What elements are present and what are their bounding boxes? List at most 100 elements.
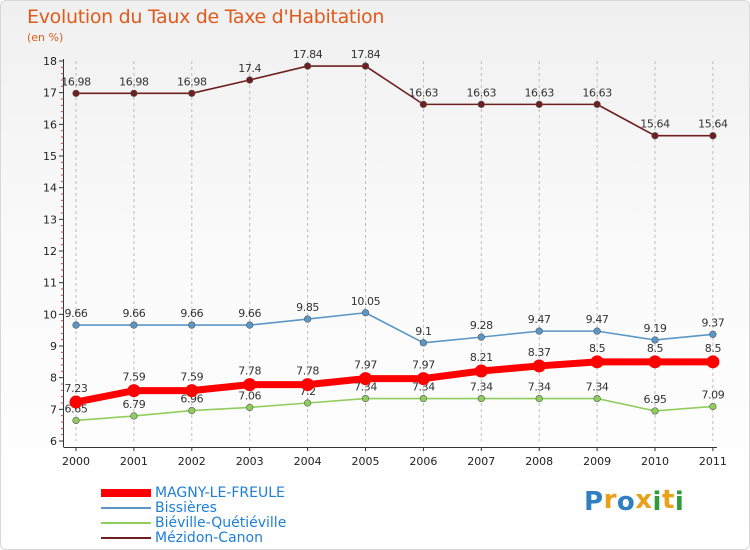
data-point-bieville-quetieville-2001 (130, 412, 138, 420)
y-tick-label-18: 18 (43, 55, 57, 68)
x-tick-label-2000: 2000 (62, 455, 90, 468)
y-tick-label-15: 15 (43, 150, 57, 163)
data-label-bissieres-2009: 9.47 (586, 313, 609, 326)
legend-item-magny-le-freule: MAGNY-LE-FREULE (101, 485, 361, 501)
data-label-bissieres-2003: 9.66 (238, 307, 261, 320)
x-tick-label-2003: 2003 (236, 455, 264, 468)
data-label-bissieres-2010: 9.19 (644, 322, 667, 335)
data-label-magny-le-freule-2010: 8.5 (647, 342, 664, 355)
data-label-magny-le-freule-2002: 7.59 (180, 371, 203, 384)
data-label-mezidon-canon-2008: 16.63 (524, 86, 554, 99)
data-point-mezidon-canon-2006 (419, 100, 428, 108)
data-label-mezidon-canon-2000: 16.98 (61, 75, 91, 88)
data-point-bieville-quetieville-2003 (246, 403, 254, 412)
data-label-mezidon-canon-2006: 16.63 (409, 86, 439, 99)
legend-label-mezidon-canon: Mézidon-Canon (155, 530, 263, 546)
data-point-magny-le-freule-2006 (416, 372, 430, 386)
data-label-bieville-quetieville-2002: 6.96 (180, 393, 203, 406)
legend-swatch-bieville-quetieville (101, 522, 151, 524)
y-tick-label-9: 9 (50, 340, 57, 353)
data-point-bieville-quetieville-2005 (361, 394, 370, 403)
data-point-magny-le-freule-2004 (301, 378, 315, 392)
series-line-magny-le-freule (75, 358, 713, 406)
data-point-bissieres-2005 (361, 309, 370, 317)
y-tick-label-14: 14 (43, 182, 57, 195)
data-point-mezidon-canon-2007 (477, 100, 485, 108)
legend-swatch-bissieres (101, 507, 151, 509)
data-point-bieville-quetieville-2007 (477, 394, 485, 403)
logo-letter: o (616, 487, 636, 517)
data-label-bissieres-2007: 9.28 (470, 319, 493, 332)
series-line-bieville-quetieville (75, 397, 713, 422)
data-label-magny-le-freule-2005: 7.97 (354, 359, 377, 372)
data-point-mezidon-canon-2003 (246, 76, 254, 84)
data-point-magny-le-freule-2011 (706, 355, 720, 369)
data-point-bissieres-2003 (246, 321, 254, 329)
data-label-bissieres-2005: 10.05 (351, 295, 381, 308)
data-label-bissieres-2008: 9.47 (528, 313, 551, 326)
data-label-bieville-quetieville-2009: 7.34 (586, 381, 609, 394)
data-label-bissieres-2002: 9.66 (180, 307, 203, 320)
y-tick-label-7: 7 (50, 403, 57, 416)
series-line-mezidon-canon (76, 65, 713, 137)
x-tick-label-2008: 2008 (525, 455, 553, 468)
legend-label-bieville-quetieville: Biéville-Quétiéville (155, 515, 287, 531)
data-label-bieville-quetieville-2007: 7.34 (470, 381, 493, 394)
data-point-bieville-quetieville-2009 (593, 394, 601, 403)
data-point-magny-le-freule-2010 (648, 355, 662, 369)
data-label-mezidon-canon-2002: 16.98 (177, 75, 207, 88)
data-point-mezidon-canon-2010 (651, 132, 659, 140)
data-label-bieville-quetieville-2008: 7.34 (528, 381, 551, 394)
legend-label-magny-le-freule: MAGNY-LE-FREULE (155, 485, 285, 501)
data-label-bieville-quetieville-2003: 7.06 (238, 389, 261, 402)
data-point-mezidon-canon-2011 (709, 132, 717, 140)
data-label-mezidon-canon-2011: 15.64 (698, 118, 728, 131)
x-tick-label-2011: 2011 (699, 455, 727, 468)
data-label-bissieres-2004: 9.85 (296, 301, 319, 314)
data-label-mezidon-canon-2009: 16.63 (582, 86, 612, 99)
data-point-bieville-quetieville-2008 (535, 394, 543, 403)
data-point-bissieres-2007 (477, 333, 485, 341)
y-tick-label-6: 6 (50, 435, 57, 448)
x-tick-label-2007: 2007 (467, 455, 495, 468)
data-label-magny-le-freule-2001: 7.59 (122, 371, 145, 384)
data-point-mezidon-canon-2001 (130, 89, 138, 97)
legend-item-mezidon-canon: Mézidon-Canon (101, 530, 361, 546)
data-label-mezidon-canon-2005: 17.84 (351, 48, 381, 61)
logo-letter: r (603, 485, 617, 515)
data-point-bissieres-2011 (709, 330, 717, 338)
legend-label-bissieres: Bissières (155, 500, 217, 516)
data-point-magny-le-freule-2008 (532, 359, 546, 373)
y-tick-label-10: 10 (43, 308, 57, 321)
data-point-magny-le-freule-2007 (474, 364, 488, 378)
data-point-magny-le-freule-2009 (590, 355, 604, 369)
data-point-mezidon-canon-2008 (535, 100, 543, 108)
data-label-bissieres-2011: 9.37 (701, 316, 724, 329)
data-point-mezidon-canon-2002 (188, 89, 196, 97)
data-point-mezidon-canon-2000 (72, 89, 80, 97)
x-tick-label-2002: 2002 (178, 455, 206, 468)
data-label-magny-le-freule-2006: 7.97 (412, 359, 435, 372)
data-point-bieville-quetieville-2011 (709, 402, 717, 411)
x-tick-label-2001: 2001 (120, 455, 148, 468)
data-label-magny-le-freule-2003: 7.78 (238, 365, 261, 378)
logo-letter: i (652, 487, 662, 517)
legend-swatch-mezidon-canon (101, 537, 151, 539)
logo-letter: P (584, 487, 604, 517)
data-point-bissieres-2006 (419, 339, 428, 347)
data-point-bieville-quetieville-2010 (651, 407, 659, 415)
data-point-mezidon-canon-2009 (593, 100, 601, 108)
y-tick-label-12: 12 (43, 245, 57, 258)
chart-unit-label: (en %) (27, 31, 64, 44)
data-point-bissieres-2009 (593, 327, 601, 335)
data-label-bieville-quetieville-2000: 6.65 (65, 402, 88, 415)
y-tick-label-8: 8 (50, 372, 57, 385)
data-point-magny-le-freule-2002 (185, 384, 199, 398)
series-line-bissieres (76, 311, 713, 344)
data-label-bieville-quetieville-2010: 6.95 (644, 393, 667, 406)
data-label-magny-le-freule-2004: 7.78 (296, 365, 319, 378)
data-point-bissieres-2001 (130, 321, 138, 329)
chart-legend: MAGNY-LE-FREULE Bissières Biéville-Quétiév… (101, 485, 361, 546)
